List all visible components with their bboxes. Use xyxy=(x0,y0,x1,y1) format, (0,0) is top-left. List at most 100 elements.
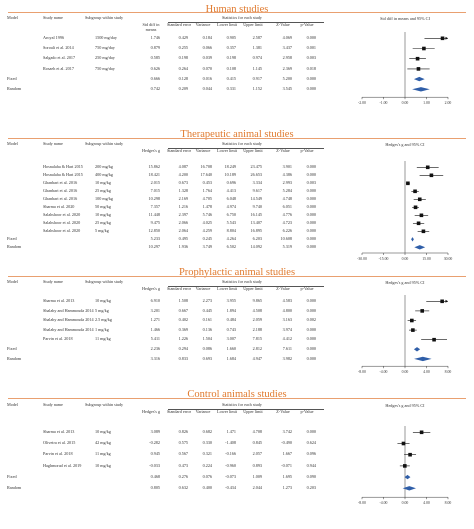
table-cell: 0.198 xyxy=(226,55,236,61)
subgroup-header: Subgroup within study xyxy=(85,141,124,146)
table-cell: 13.407 xyxy=(250,220,262,225)
point-estimate xyxy=(416,67,421,71)
model-label: Random xyxy=(7,355,22,361)
pooled-diamond xyxy=(404,474,411,480)
column-header: Standard error xyxy=(166,409,192,414)
x-tick-label: 8.00 xyxy=(445,370,452,374)
section-title: Control animals studies xyxy=(187,389,287,400)
point-estimate xyxy=(403,464,407,468)
point-estimate xyxy=(419,213,424,218)
model-label: Random xyxy=(7,86,22,91)
column-header: Variance xyxy=(195,409,211,414)
study-name: Haghmorad et al. 2019 xyxy=(43,462,82,468)
study-name: Oliveira et al. 2015 xyxy=(43,440,76,446)
table-cell: 0.096 xyxy=(306,451,316,457)
table-cell: 4.259 xyxy=(202,228,212,233)
table-cell: 2.044 xyxy=(252,485,262,490)
subgroup-label: 25 mg/kg xyxy=(95,220,111,225)
x-tick-label: 0.00 xyxy=(402,501,409,505)
x-tick-label: -4.00 xyxy=(380,501,388,505)
table-cell: 0.076 xyxy=(202,473,212,479)
statistics-header: Statistics for each study xyxy=(222,402,262,407)
forest-plot-control: -8.00 -4.00 0.00 4.00 8.00 xyxy=(358,426,451,505)
table-cell: -1.408 xyxy=(225,440,236,446)
table-cell: 0.667 xyxy=(178,307,188,313)
table-cell: 17.640 xyxy=(200,172,212,177)
table-cell: 0.945 xyxy=(150,451,160,457)
table-cell: 0.136 xyxy=(202,326,212,332)
subgroup-header: Subgroup within study xyxy=(85,279,124,284)
table-cell: 0.264 xyxy=(178,65,188,71)
table-cell: 6.203 xyxy=(252,236,262,241)
table-cell: 0.805 xyxy=(150,485,160,490)
table-cell: 2.059 xyxy=(252,317,262,323)
study-name: Parvin et al. 2018 xyxy=(43,451,73,457)
table-cell: 1.145 xyxy=(252,65,262,71)
pooled-diamond xyxy=(412,87,430,92)
ci-arrow xyxy=(445,36,448,40)
table-cell: 3.901 xyxy=(282,164,292,169)
study-name: Rosaeh et al. 2017 xyxy=(43,65,74,71)
table-cell: 7.815 xyxy=(252,336,262,342)
statistics-underline xyxy=(168,147,324,149)
forest-title: Hedges's g and 95% CI xyxy=(385,403,425,408)
point-estimate xyxy=(408,452,412,457)
table-cell: 2.236 xyxy=(150,346,160,351)
point-estimate xyxy=(432,337,436,342)
table-cell: 0.000 xyxy=(306,429,316,434)
table-cell: 2.812 xyxy=(252,346,262,351)
table-cell: 10.608 xyxy=(280,236,292,241)
subgroup-label: 11 mg/kg xyxy=(95,451,111,457)
table-cell: 0.743 xyxy=(226,326,236,332)
table-cell: 0.003 xyxy=(306,55,316,61)
table-cell: 1.746 xyxy=(150,35,160,40)
column-header: Upper limit xyxy=(243,148,263,153)
table-cell: 2.066 xyxy=(178,220,188,225)
subgroup-label: 11 mg/kg xyxy=(95,336,111,342)
study-name: Ghanbari et al. 2016 xyxy=(43,196,78,201)
forest-plot-human: -2.00 -1.00 0.00 1.00 2.00 xyxy=(358,32,451,105)
table-cell: 0.845 xyxy=(252,440,262,446)
table-cell: 0.128 xyxy=(178,75,188,81)
pooled-diamond xyxy=(402,486,416,491)
table-cell: 6.051 xyxy=(282,204,292,209)
table-cell: 0.905 xyxy=(226,35,236,40)
table-cell: -0.960 xyxy=(225,462,236,468)
table-cell: 0.245 xyxy=(202,236,212,241)
model-label: Fixed xyxy=(7,236,17,241)
table-cell: 0.000 xyxy=(306,220,316,225)
table-cell: 6.750 xyxy=(226,212,236,217)
table-cell: 3.163 xyxy=(282,317,292,323)
table-cell: 0.000 xyxy=(306,236,316,241)
table-cell: 1.504 xyxy=(202,336,212,342)
table-cell: 1.216 xyxy=(178,204,188,209)
table-cell: 0.070 xyxy=(202,65,212,71)
subgroup-label: 10 mg/kg xyxy=(95,429,111,434)
subgroup-label: 25 mg/kg xyxy=(95,188,111,193)
table-cell: 0.000 xyxy=(306,346,316,351)
point-estimate xyxy=(417,197,422,202)
table-cell: 4.748 xyxy=(282,196,292,201)
table-cell: 0.276 xyxy=(178,473,188,479)
x-tick-label: -4.00 xyxy=(380,370,388,374)
table-cell: -0.033 xyxy=(149,462,160,468)
table-cell: 0.453 xyxy=(202,180,212,185)
table-cell: 0.090 xyxy=(306,473,316,479)
study-name: Shalaby and Hammouda 2014 xyxy=(43,326,94,332)
table-cell: 3.974 xyxy=(282,326,292,332)
subgroup-label: 400 mg/kg xyxy=(95,172,114,177)
section-title: Therapeutic animal studies xyxy=(180,129,294,140)
table-cell: 1.478 xyxy=(202,204,212,209)
table-cell: 0.000 xyxy=(306,35,316,40)
statistics-header: Statistics for each study xyxy=(222,141,262,146)
table-cell: 18.249 xyxy=(224,164,236,169)
column-header: Lower limit xyxy=(217,148,237,153)
table-cell: -0.073 xyxy=(225,473,236,479)
table-cell: 15.862 xyxy=(148,164,160,169)
table-cell: 1.226 xyxy=(178,336,188,342)
subgroup-label: 10 mg/kg xyxy=(95,212,111,217)
table-cell: -0.282 xyxy=(149,440,160,446)
table-cell: 5.746 xyxy=(202,212,212,217)
table-cell: 0.018 xyxy=(306,65,316,71)
table-cell: 26.653 xyxy=(250,172,262,177)
